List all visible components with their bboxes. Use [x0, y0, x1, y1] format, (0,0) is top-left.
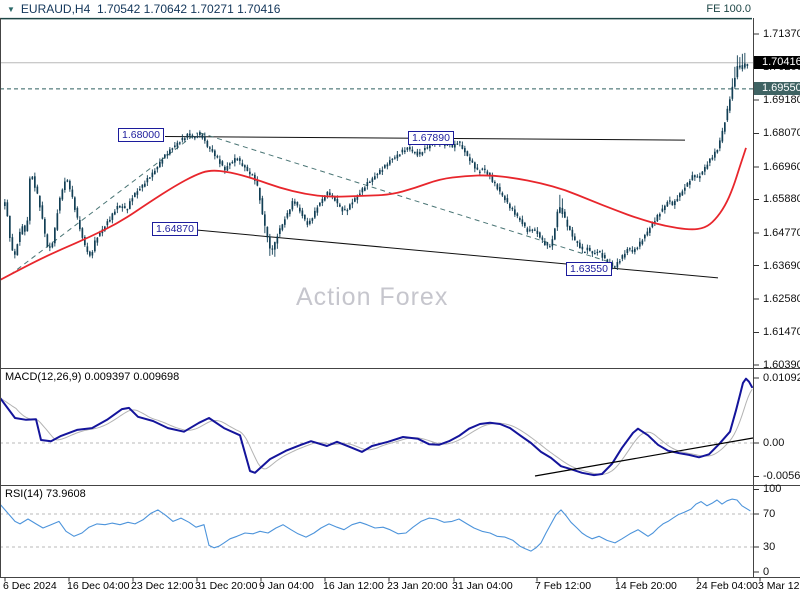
rsi-tick-label: 30: [763, 541, 776, 553]
rsi-line: [0, 498, 751, 552]
trendline-fib-asc[interactable]: [9, 132, 198, 276]
price-annotation[interactable]: 1.68000: [118, 128, 164, 142]
time-tick-label: 16 Jan 12:00: [323, 580, 384, 592]
symbol-timeframe: EURAUD,H4: [20, 2, 91, 16]
macd-tick-label: 0.00: [763, 437, 785, 449]
ohlc-quote: 1.70542 1.70642 1.70271 1.70416: [96, 2, 281, 16]
time-tick-label: 31 Dec 20:00: [195, 580, 258, 592]
price-tick-label: 1.61470: [763, 326, 800, 338]
price-annotation[interactable]: 1.63550: [566, 262, 612, 276]
time-tick-label: 23 Jan 20:00: [387, 580, 448, 592]
trendline-support[interactable]: [194, 229, 719, 279]
quote-header: ▼ EURAUD,H4 1.70542 1.70642 1.70271 1.70…: [0, 1, 280, 17]
ma-line: [0, 147, 747, 281]
price-tick-label: 1.63690: [763, 260, 800, 272]
time-tick-label: 24 Feb 04:00: [696, 580, 758, 592]
time-tick-label: 6 Dec 2024: [3, 580, 57, 592]
symbol-dropdown-icon[interactable]: ▼: [7, 4, 15, 14]
time-tick-label: 3 Mar 12:00: [758, 580, 800, 592]
macd-indicator-label: MACD(12,26,9) 0.009397 0.009698: [5, 371, 180, 383]
price-tick-label: 1.62580: [763, 293, 800, 305]
price-annotation[interactable]: 1.67890: [408, 131, 454, 145]
macd-tick-label: 0.010922: [763, 372, 800, 384]
price-tick-label: 1.69180: [763, 94, 800, 106]
macd-main-line: [0, 377, 753, 477]
time-tick-label: 14 Feb 20:00: [615, 580, 677, 592]
macd-tick-label: -0.005628: [763, 470, 800, 482]
rsi-tick-label: 70: [763, 508, 776, 520]
price-annotation[interactable]: 1.64870: [152, 222, 198, 236]
price-tick-label: 1.66960: [763, 161, 800, 173]
price-badge-level: 1.69550: [754, 82, 800, 95]
fib-extension-label: FE 100.0: [706, 3, 751, 15]
candles: [4, 52, 749, 270]
time-tick-label: 23 Dec 12:00: [131, 580, 194, 592]
rsi-tick-label: 0: [763, 566, 770, 578]
time-tick-label: 16 Dec 04:00: [67, 580, 130, 592]
macd-signal-line: [0, 389, 753, 475]
price-tick-label: 1.60390: [763, 359, 800, 371]
price-tick-label: 1.64770: [763, 227, 800, 239]
rsi-indicator-label: RSI(14) 73.9608: [5, 488, 86, 500]
time-tick-label: 9 Jan 04:00: [259, 580, 314, 592]
rsi-tick-label: 100: [763, 483, 782, 495]
time-tick-label: 31 Jan 04:00: [452, 580, 513, 592]
price-tick-label: 1.68070: [763, 127, 800, 139]
price-tick-label: 1.65880: [763, 193, 800, 205]
macd-trendline[interactable]: [534, 437, 754, 477]
price-badge-current: 1.70416: [754, 56, 800, 69]
watermark: Action Forex: [296, 283, 449, 311]
price-tick-label: 1.71370: [763, 28, 800, 40]
trendline-fib-desc[interactable]: [199, 132, 614, 264]
time-tick-label: 7 Feb 12:00: [535, 580, 592, 592]
